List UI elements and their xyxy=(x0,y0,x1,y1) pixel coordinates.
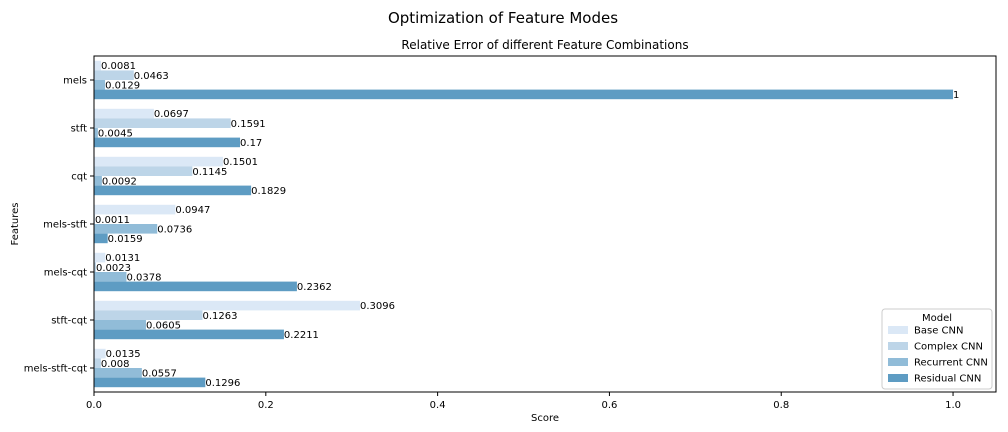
bar xyxy=(94,329,284,340)
legend-swatch xyxy=(888,374,908,382)
bar xyxy=(94,348,106,359)
bar-value-label: 0.0129 xyxy=(105,80,140,91)
bar-value-label: 0.1501 xyxy=(223,157,258,168)
bar xyxy=(94,80,106,90)
legend-swatch xyxy=(888,358,908,366)
bar-value-label: 0.0605 xyxy=(146,320,181,331)
bar-value-label: 0.2211 xyxy=(284,330,319,341)
bar xyxy=(94,166,193,176)
y-tick-label: stft xyxy=(71,124,87,135)
bar xyxy=(94,358,101,368)
bar xyxy=(94,176,102,186)
bar xyxy=(94,377,206,388)
bar xyxy=(94,300,360,311)
bar-value-label: 0.2362 xyxy=(297,282,332,293)
bar xyxy=(94,137,241,148)
bar-value-label: 0.0378 xyxy=(126,272,161,283)
bar-value-label: 1 xyxy=(953,90,959,101)
bar-value-label: 0.0463 xyxy=(134,71,169,82)
bar-value-label: 0.0131 xyxy=(105,253,140,264)
x-tick-label: 1.0 xyxy=(945,400,961,411)
bar-value-label: 0.0045 xyxy=(98,128,133,139)
bar-value-label: 0.1263 xyxy=(202,311,237,322)
y-tick-label: mels xyxy=(63,76,87,87)
bar-value-label: 0.0135 xyxy=(106,349,141,360)
y-axis-label: Features xyxy=(10,203,21,246)
bar-value-label: 0.0081 xyxy=(101,61,136,72)
x-axis-label: Score xyxy=(531,413,559,424)
bar-value-label: 0.0159 xyxy=(108,234,143,245)
bar xyxy=(94,281,297,292)
bar xyxy=(94,118,231,128)
bars-layer xyxy=(94,60,954,388)
bar xyxy=(94,156,223,167)
figure-suptitle: Optimization of Feature Modes xyxy=(388,9,618,27)
bar xyxy=(94,368,142,378)
legend-entry-label: Recurrent CNN xyxy=(914,358,988,369)
bar xyxy=(94,70,134,80)
legend-swatch xyxy=(888,342,908,350)
axes-layer: mels stft cqt mels-stft mels-cqt stft-cqt mels… xyxy=(24,55,997,411)
y-tick-label: stft-cqt xyxy=(51,316,87,327)
bar xyxy=(94,252,106,263)
legend-entry-label: Complex CNN xyxy=(914,342,983,353)
bar-value-label: 0.17 xyxy=(240,138,262,149)
bar xyxy=(94,310,203,320)
bar-value-label: 0.1296 xyxy=(205,378,240,389)
legend-entry-label: Base CNN xyxy=(914,326,963,337)
x-tick-label: 0.6 xyxy=(601,400,617,411)
bar-value-label: 0.1591 xyxy=(231,119,266,130)
bar xyxy=(94,262,96,272)
bar-value-label: 0.0557 xyxy=(142,368,177,379)
bar xyxy=(94,204,176,215)
x-tick-label: 0.4 xyxy=(430,400,446,411)
bar-value-label: 0.3096 xyxy=(360,301,395,312)
bar xyxy=(94,320,146,330)
y-tick-label: mels-stft-cqt xyxy=(24,364,87,375)
legend-frame xyxy=(881,308,993,390)
y-tick-label: mels-cqt xyxy=(44,268,87,279)
bar-value-label: 0.008 xyxy=(101,359,130,370)
plot-frame xyxy=(93,55,997,393)
bar-value-label: 0.0011 xyxy=(95,215,130,226)
bar xyxy=(94,89,954,100)
bar xyxy=(94,128,98,138)
bar-value-label: 0.0736 xyxy=(157,224,192,235)
x-tick-label: 0.0 xyxy=(86,400,102,411)
bar-value-label: 0.0697 xyxy=(154,109,189,120)
x-tick-label: 0.2 xyxy=(258,400,274,411)
y-tick-label: mels-stft xyxy=(43,220,87,231)
bar xyxy=(94,272,127,282)
legend-entry-label: Residual CNN xyxy=(914,374,981,385)
legend: Model Base CNN Complex CNN Recurrent CNN Re… xyxy=(881,308,993,390)
bar-value-label: 0.0947 xyxy=(175,205,210,216)
bar-value-label: 0.0023 xyxy=(96,263,131,274)
bar-value-label: 0.0092 xyxy=(102,176,137,187)
bar-value-label: 0.1145 xyxy=(192,167,227,178)
x-tick-label: 0.8 xyxy=(773,400,789,411)
y-tick-label: cqt xyxy=(71,172,87,183)
legend-title: Model xyxy=(922,313,952,324)
bar xyxy=(94,60,101,71)
bar xyxy=(94,224,158,234)
bar xyxy=(94,185,252,196)
bar xyxy=(94,108,154,119)
bar-value-label: 0.1829 xyxy=(251,186,286,197)
bar xyxy=(94,233,108,244)
chart-title: Relative Error of different Feature Comb… xyxy=(401,38,688,52)
legend-swatch xyxy=(888,326,908,334)
